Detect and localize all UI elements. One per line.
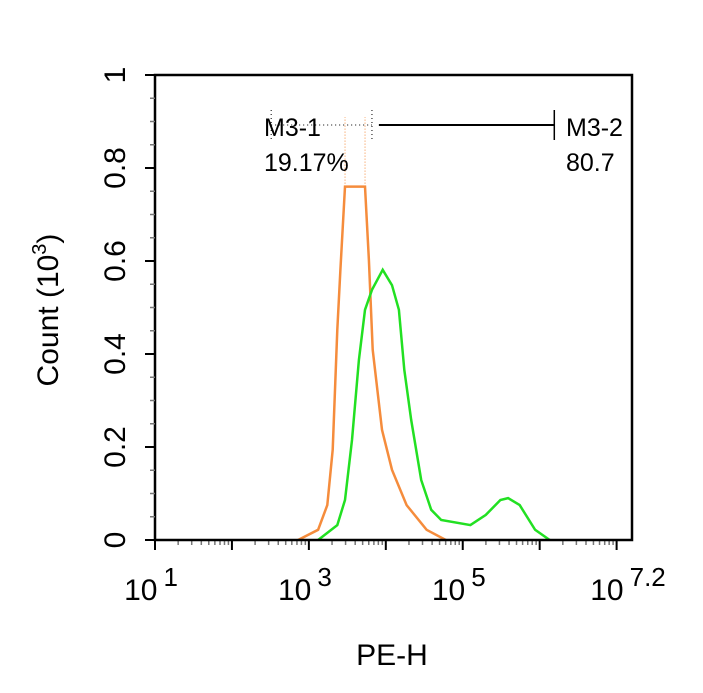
series-sample xyxy=(317,267,551,541)
y-tick-label: 0 xyxy=(99,532,132,549)
y-tick-label: 0.2 xyxy=(99,426,132,468)
gate-m3-1-name: M3-1 xyxy=(264,114,321,142)
x-tick-label: 10 1 xyxy=(124,562,178,607)
x-tick-label: 10 3 xyxy=(278,562,332,607)
histogram-curves xyxy=(297,185,551,541)
x-tick-label: 10 7.2 xyxy=(590,562,666,607)
x-axis-label: PE-H xyxy=(356,639,428,672)
gate-m3-2-percent: 80.7 xyxy=(566,149,615,177)
gate-markers: M3-1 19.17% M3-2 80.7 xyxy=(264,110,623,187)
x-axis: 10 1 10 3 10 5 10 7.2 xyxy=(124,540,666,607)
y-tick-label: 1 xyxy=(99,67,132,84)
gate-m3-1-percent: 19.17% xyxy=(264,149,349,177)
y-axis: 0 0.2 0.4 0.6 0.8 1 xyxy=(99,67,155,549)
gate-m3-2-name: M3-2 xyxy=(566,114,623,142)
y-tick-label: 0.4 xyxy=(99,333,132,375)
x-tick-label: 10 5 xyxy=(432,562,486,607)
y-tick-label: 0.8 xyxy=(99,147,132,189)
y-axis-label: Count (103) xyxy=(29,234,65,387)
gate-m3-2-label-clip: M3-2 80.7 xyxy=(566,114,623,177)
y-tick-label: 0.6 xyxy=(99,240,132,282)
